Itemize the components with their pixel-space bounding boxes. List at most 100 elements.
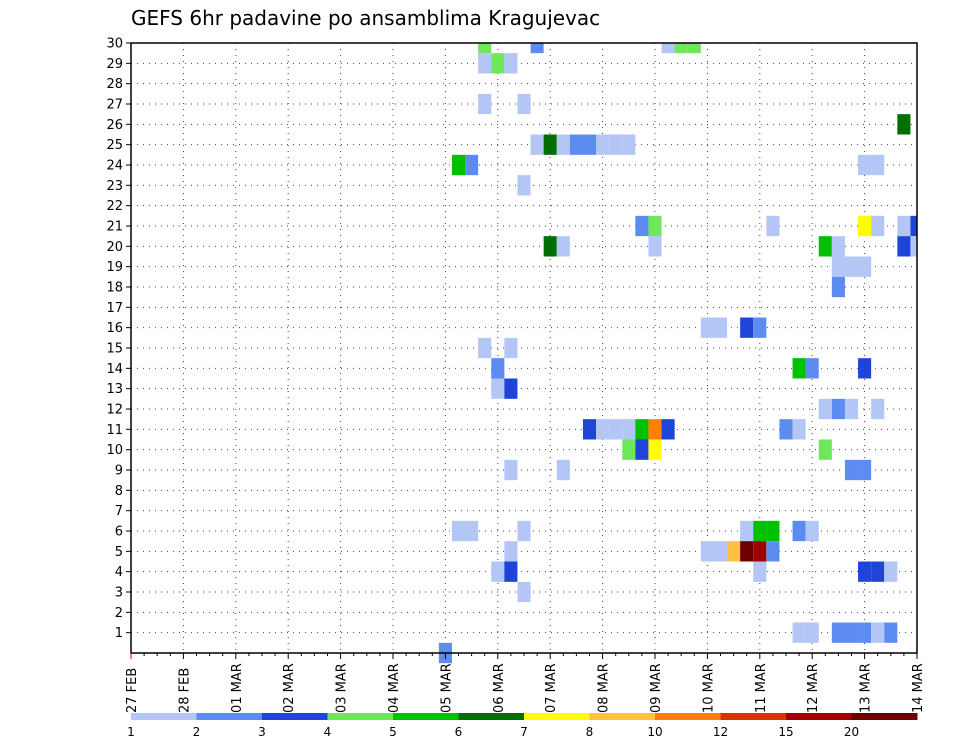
y-tick-label: 30 [106,37,123,52]
data-cell [897,215,911,237]
data-cell [556,459,570,481]
colorbar-label: 12 [713,725,728,739]
data-cell [844,256,859,277]
y-tick-label: 3 [115,586,123,601]
data-cell [491,358,505,379]
data-cell [504,378,518,399]
x-tick-label: 08 MAR [597,663,612,713]
data-cell [831,276,845,298]
y-tick-label: 5 [115,545,123,560]
y-tick-label: 16 [106,321,123,336]
data-cell [478,93,492,115]
colorbar-segment [393,713,459,720]
data-cell [727,541,741,562]
x-tick-label: 04 MAR [387,663,402,713]
x-tick-label: 27 FEB [125,668,140,713]
y-tick-label: 17 [106,301,123,316]
colorbar-label: 20 [844,725,859,739]
data-cell [556,134,570,155]
data-cell [582,419,597,440]
x-tick-label: 11 MAR [754,663,769,713]
data-cell [753,317,767,338]
data-cell [779,419,793,440]
x-tick-label: 02 MAR [282,663,297,713]
data-cell [478,53,492,74]
page-title: GEFS 6hr padavine po ansamblima Kragujev… [131,6,601,30]
y-tick-label: 28 [106,77,123,92]
data-cell [871,154,885,176]
colorbar-label: 2 [193,725,201,739]
colorbar-segment [851,713,918,720]
data-cell [530,134,544,155]
x-tick-label: 03 MAR [335,663,350,713]
colorbar-segment [458,713,525,720]
y-tick-label: 14 [106,362,123,377]
data-cell [635,215,649,237]
data-cell [530,43,544,54]
y-tick-label: 15 [106,342,123,357]
colorbar-label: 6 [455,725,463,739]
colorbar-label: 3 [258,725,266,739]
x-tick-label: 09 MAR [649,663,664,713]
plot-frame [130,42,918,654]
y-tick-label: 11 [106,423,123,438]
y-tick-label: 22 [106,199,123,214]
y-tick-label: 8 [115,484,123,499]
data-cell [831,398,845,420]
data-cell [622,439,636,460]
data-cell [504,561,518,582]
y-tick-label: 6 [115,525,123,540]
colorbar-segment [262,713,328,720]
data-cell [805,520,819,542]
data-cell [792,419,806,440]
data-cell [713,317,728,338]
data-cell [818,236,832,257]
y-tick-label: 10 [106,443,123,458]
data-cell [858,622,872,643]
y-tick-label: 27 [106,98,123,113]
data-cell [766,520,780,542]
x-tick-label: 12 MAR [806,663,821,713]
data-cell [556,236,570,257]
colorbar-segment [655,713,721,720]
data-cell [740,541,754,562]
data-cell [635,419,649,440]
data-cell [871,215,885,237]
data-cell [884,561,898,582]
data-cell [753,561,767,582]
colorbar-segment [327,713,394,720]
colorbar-segment [524,713,590,720]
data-cell [700,541,714,562]
x-tick-label: 05 MAR [439,663,454,713]
data-cell [674,43,688,54]
data-cell [871,622,885,643]
y-tick-label: 24 [106,159,123,174]
x-tick-label: 14 MAR [911,663,926,713]
x-tick-label: 10 MAR [701,663,716,713]
data-cell [648,419,662,440]
data-cell [858,154,872,176]
data-cell [805,622,819,643]
data-cell [504,541,518,562]
y-tick-label: 19 [106,260,123,275]
data-cell [622,134,636,155]
data-cell [858,358,872,379]
data-cell [465,520,479,542]
data-cell [569,134,583,155]
data-cell [818,439,832,460]
y-tick-label: 23 [106,179,123,194]
data-cell [792,358,806,379]
data-cell [635,439,649,460]
data-cell [766,541,780,562]
data-cell [596,419,610,440]
y-tick-label: 12 [106,403,123,418]
data-cell [831,236,845,257]
data-cell [504,53,518,74]
data-cell [491,53,505,74]
data-cell [871,561,885,582]
data-cell [451,520,466,542]
y-tick-label: 2 [115,606,123,621]
y-tick-label: 1 [115,626,123,641]
colorbar-segment [720,713,787,720]
data-cell [517,93,531,115]
